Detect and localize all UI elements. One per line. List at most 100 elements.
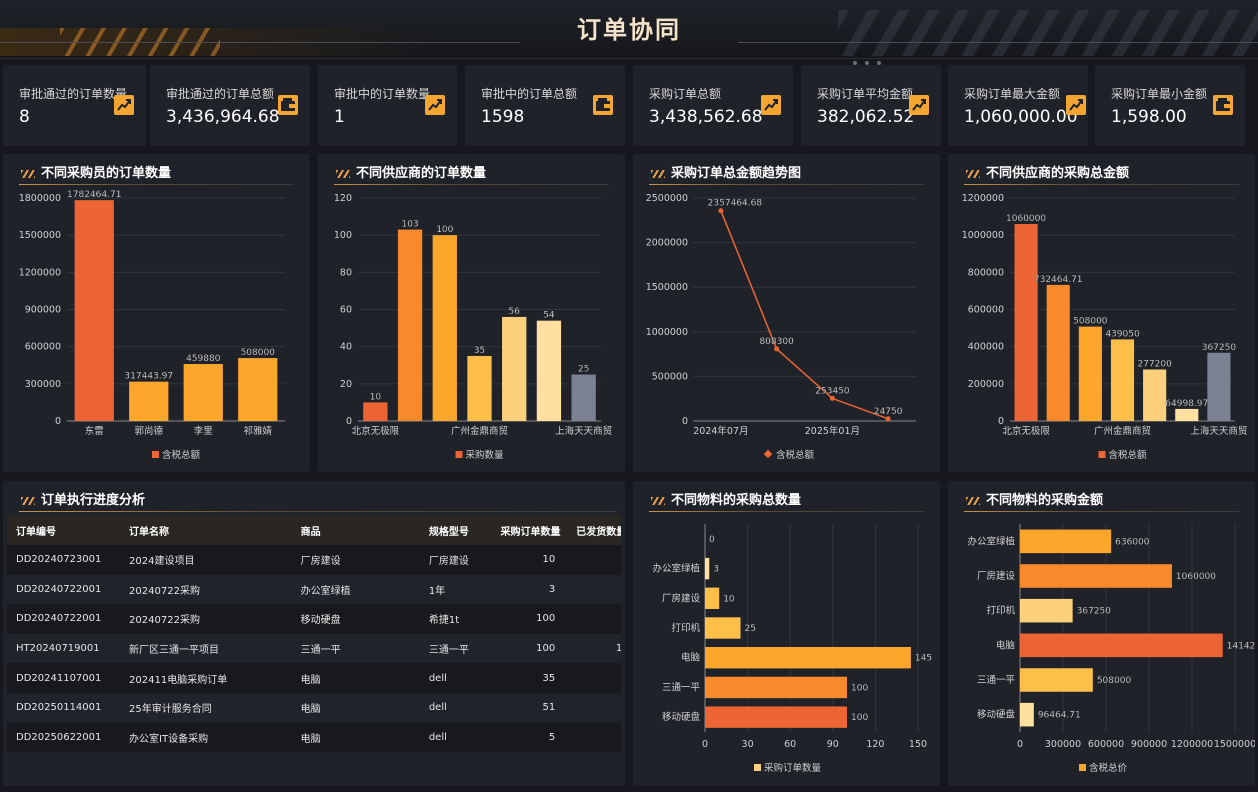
table-row[interactable]: DD2025011400125年审计服务合同电脑dell5151 <box>7 692 621 723</box>
column-header[interactable]: 规格型号 <box>419 515 492 545</box>
table-cell: 新厂区三通一平项目 <box>120 633 292 664</box>
data-label: 367250 <box>1202 343 1237 353</box>
table-row[interactable]: DD20241107001202411电脑采购订单电脑dell355 <box>7 663 621 693</box>
series-line <box>720 210 889 420</box>
panel-order-progress: 订单执行进度分析 订单编号 订单名称 商品 规格型号 采购订单数量 已发货数量 … <box>3 481 625 786</box>
data-label: 1060000 <box>1176 572 1216 582</box>
table-cell: 1年 <box>419 574 492 605</box>
kpi-label: 审批通过的订单总额 <box>166 87 275 101</box>
y-tick-label: 2000000 <box>646 238 688 249</box>
kpi-label: 采购订单最大金额 <box>964 87 1061 101</box>
legend-swatch <box>754 764 761 771</box>
table-cell: 25年审计服务合同 <box>120 692 292 723</box>
column-header[interactable]: 订单编号 <box>7 515 121 545</box>
data-label: 145 <box>915 654 932 664</box>
panel-title: 不同物料的采购金额 <box>966 489 1103 508</box>
y-tick-label: 打印机 <box>671 622 700 634</box>
y-tick-label: 0 <box>346 416 352 427</box>
table-cell: 0 <box>567 604 621 634</box>
bar <box>129 381 169 421</box>
data-label: 253450 <box>815 386 850 396</box>
column-header[interactable]: 采购订单数量 <box>491 515 568 545</box>
data-label: 636000 <box>1115 537 1150 547</box>
bar <box>1143 369 1167 421</box>
panel-supplier-orders: 不同供应商的订单数量 0 20 40 60 80 100 120 10 103 100 35 56 54… <box>318 154 625 472</box>
data-label: 732464.71 <box>1034 275 1083 285</box>
bar <box>705 617 741 639</box>
data-label: 808300 <box>759 337 794 347</box>
panel-title: 不同物料的采购总数量 <box>651 489 801 508</box>
table-cell: 100 <box>567 633 621 664</box>
table-cell: 电脑 <box>291 692 420 723</box>
bar <box>1020 598 1073 623</box>
kpi-value: 1,060,000.00 <box>964 107 1078 127</box>
y-tick-label: 移动硬盘 <box>662 711 701 723</box>
y-tick-label: 120 <box>334 193 352 204</box>
kpi-card-order-max: 采购订单最大金额 1,060,000.00 <box>948 65 1088 146</box>
x-tick-label: 郭尚德 <box>134 425 163 437</box>
data-label: 10 <box>370 392 382 402</box>
y-tick-label: 1500000 <box>19 230 61 241</box>
data-label: 64998.97 <box>1165 399 1208 409</box>
wallet-icon <box>593 95 613 115</box>
panel-title: 不同供应商的订单数量 <box>336 162 486 181</box>
bar <box>1020 702 1034 727</box>
table-row[interactable]: DD2024072200120240722采购移动硬盘希捷1t1000 <box>7 604 621 634</box>
chart-material-qty: 0 30 60 90 120 150 0 办公室绿植 3 厂房建设 10 打印机 25 电脑 145 三通一平… <box>652 524 932 774</box>
panel-title: 不同采购员的订单数量 <box>21 162 171 181</box>
header-decoration-right <box>838 10 1258 56</box>
kpi-card-pending-count: 审批中的订单数量 1 <box>318 65 457 146</box>
kpi-value: 382,062.52 <box>817 107 915 127</box>
kpi-label: 审批通过的订单数量 <box>19 87 128 101</box>
x-tick-label: 1200000 <box>1171 739 1213 750</box>
table-cell: 51 <box>567 692 621 723</box>
bar <box>705 587 720 609</box>
x-tick-label: 0 <box>702 739 708 750</box>
chart-supplier-orders: 0 20 40 60 80 100 120 10 103 100 35 56 54 25 北京无极限 广州金鼎… <box>334 193 612 461</box>
table-cell: DD20240723001 <box>7 545 121 575</box>
table-row[interactable]: DD2024072200120240722采购办公室绿植1年30 <box>7 574 621 605</box>
data-label: 508000 <box>1073 317 1108 327</box>
data-point <box>829 395 835 401</box>
table-cell: 办公室IT设备采购 <box>120 722 292 753</box>
y-tick-label: 900000 <box>25 305 61 316</box>
chart-trend-icon <box>761 95 781 115</box>
data-label: 508000 <box>1097 676 1132 686</box>
table-cell: 5 <box>567 722 621 753</box>
table-cell: 5 <box>567 663 621 693</box>
kpi-value: 3,436,964.68 <box>166 107 280 127</box>
legend-label: 含税总价 <box>1089 762 1128 774</box>
kpi-label: 采购订单平均金额 <box>817 87 914 101</box>
bar <box>467 355 492 421</box>
data-label: 25 <box>578 365 589 375</box>
column-header[interactable]: 订单名称 <box>120 515 292 545</box>
y-tick-label: 600000 <box>25 342 61 353</box>
x-tick-label: 李里 <box>194 425 213 437</box>
bar <box>363 402 388 421</box>
table-cell: 2024建设项目 <box>120 545 292 575</box>
x-tick-label: 90 <box>827 739 839 750</box>
table-row[interactable]: DD202407230012024建设项目厂房建设厂房建设100 <box>7 545 621 575</box>
panel-amount-trend: 采购订单总金额趋势图 0 500000 1000000 1500000 2000000 2… <box>633 154 940 472</box>
table-row[interactable]: HT20240719001新厂区三通一平项目三通一平三通一平100100 <box>7 633 621 664</box>
table-cell: 20240722采购 <box>120 574 292 605</box>
legend-swatch <box>1079 764 1086 771</box>
data-label: 25 <box>745 624 756 634</box>
data-label: 1782464.71 <box>67 190 121 200</box>
table-row[interactable]: DD20250622001办公室IT设备采购电脑dell55 <box>7 722 621 753</box>
bar <box>238 358 278 421</box>
kpi-value: 1598 <box>481 107 525 127</box>
y-tick-label: 三通一平 <box>977 675 1016 686</box>
data-label: 459880 <box>186 354 221 364</box>
y-tick-label: 300000 <box>25 379 61 390</box>
y-tick-label: 三通一平 <box>662 682 701 693</box>
data-label: 100 <box>851 713 868 723</box>
legend-swatch <box>1098 451 1106 458</box>
order-progress-table[interactable]: 订单编号 订单名称 商品 规格型号 采购订单数量 已发货数量 DD2024072… <box>7 515 621 775</box>
kpi-label: 审批中的订单总额 <box>481 87 578 101</box>
bar <box>705 676 847 699</box>
column-header[interactable]: 商品 <box>291 515 420 545</box>
column-header[interactable]: 已发货数量 <box>567 515 621 545</box>
bar <box>74 200 114 421</box>
data-label: 100 <box>851 683 868 693</box>
